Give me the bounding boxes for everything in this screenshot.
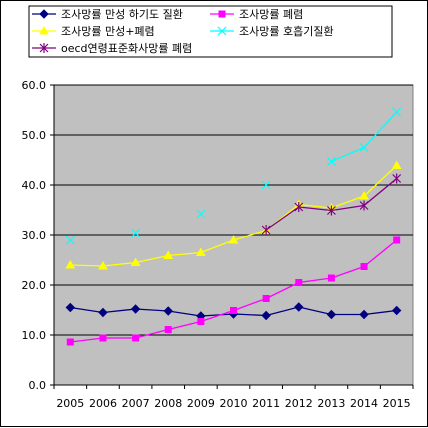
data-point-1-6 bbox=[262, 295, 270, 302]
y-tick-label: 20.0 bbox=[22, 279, 47, 292]
data-point-2-9 bbox=[359, 190, 369, 200]
series-4 bbox=[261, 173, 402, 235]
data-point-0-10 bbox=[391, 305, 402, 316]
data-point-0-7 bbox=[294, 302, 304, 312]
data-point-1-5 bbox=[230, 307, 237, 314]
data-point-2-5 bbox=[228, 234, 239, 244]
legend-label: 조사망률 호흡기질환 bbox=[239, 24, 334, 38]
y-tick-label: 40.0 bbox=[22, 179, 47, 192]
data-point-4-7 bbox=[294, 202, 304, 212]
legend-label: 조사망률 만성 하기도 질환 bbox=[61, 7, 183, 21]
data-point-1-9 bbox=[360, 263, 368, 270]
data-point-4-10 bbox=[392, 173, 402, 184]
legend-label: oecd연령표준화사망률 폐렴 bbox=[61, 42, 192, 55]
legend-item-1: 조사망률 폐렴 bbox=[210, 8, 303, 21]
data-point-0-0 bbox=[65, 302, 76, 313]
legend-item-4: oecd연령표준화사망률 폐렴 bbox=[32, 42, 192, 55]
data-point-2-1 bbox=[98, 260, 108, 270]
y-tick-label: 50.0 bbox=[22, 129, 47, 142]
legend-item-3: 조사망률 호흡기질환 bbox=[210, 24, 334, 38]
x-tick-label: 2006 bbox=[89, 397, 117, 410]
data-point-3-8 bbox=[326, 157, 336, 166]
x-tick-label: 2013 bbox=[317, 397, 345, 410]
series-layer bbox=[65, 107, 402, 346]
legend-item-2: 조사망률 만성+폐렴 bbox=[32, 25, 155, 38]
data-point-0-2 bbox=[130, 304, 141, 314]
data-point-0-8 bbox=[326, 309, 337, 320]
data-point-0-6 bbox=[261, 310, 271, 321]
data-point-1-8 bbox=[327, 274, 335, 282]
data-point-3-2 bbox=[131, 228, 141, 238]
x-tick-label: 2015 bbox=[383, 397, 411, 410]
x-tick-label: 2014 bbox=[350, 397, 378, 410]
legend-marker bbox=[39, 43, 49, 53]
data-point-2-4 bbox=[196, 247, 206, 256]
data-point-0-3 bbox=[163, 306, 173, 316]
y-tick-label: 60.0 bbox=[22, 79, 47, 92]
x-tick-label: 2011 bbox=[252, 397, 280, 410]
x-tick-label: 2005 bbox=[56, 397, 84, 410]
legend-marker bbox=[217, 26, 227, 36]
data-point-0-1 bbox=[98, 307, 108, 318]
data-point-4-8 bbox=[326, 205, 336, 216]
data-point-1-1 bbox=[99, 334, 107, 342]
data-point-1-7 bbox=[295, 279, 303, 286]
legend-marker bbox=[39, 9, 49, 19]
data-point-4-6 bbox=[261, 225, 271, 235]
data-point-4-9 bbox=[359, 200, 369, 211]
x-tick-label: 2009 bbox=[187, 397, 215, 410]
data-point-2-3 bbox=[163, 250, 174, 259]
x-tick-label: 2012 bbox=[285, 397, 313, 410]
series-3 bbox=[65, 107, 402, 245]
y-tick-label: 10.0 bbox=[22, 329, 47, 342]
data-point-1-4 bbox=[197, 318, 205, 325]
data-point-3-0 bbox=[65, 235, 75, 245]
legend-label: 조사망률 만성+폐렴 bbox=[61, 25, 155, 38]
data-point-1-0 bbox=[66, 338, 74, 346]
data-point-1-2 bbox=[132, 334, 140, 342]
data-point-2-10 bbox=[391, 160, 402, 169]
x-tick-label: 2008 bbox=[154, 397, 182, 410]
data-point-3-6 bbox=[261, 180, 271, 190]
data-point-3-9 bbox=[359, 143, 369, 152]
x-tick-label: 2010 bbox=[220, 397, 248, 410]
y-axis: 0.0 10.0 20.0 30.0 40.0 50.0 60.0 bbox=[22, 79, 55, 392]
data-point-2-2 bbox=[130, 257, 141, 266]
series-1 bbox=[66, 236, 401, 346]
x-axis: 2005 2006 2007 2008 2009 2010 2011 2012 2013 2014… bbox=[53, 384, 414, 410]
data-point-1-3 bbox=[164, 326, 172, 333]
legend-marker bbox=[39, 25, 49, 35]
legend-label: 조사망률 폐렴 bbox=[239, 8, 303, 21]
data-point-1-10 bbox=[393, 236, 401, 244]
legend-marker bbox=[218, 10, 226, 18]
x-tick-label: 2007 bbox=[122, 397, 150, 410]
y-tick-label: 0.0 bbox=[29, 379, 47, 392]
legend-item-0: 조사망률 만성 하기도 질환 bbox=[32, 7, 183, 21]
data-point-2-0 bbox=[65, 259, 76, 269]
data-point-3-10 bbox=[392, 107, 402, 117]
y-tick-label: 30.0 bbox=[22, 229, 47, 242]
data-point-0-9 bbox=[359, 309, 369, 320]
data-point-3-4 bbox=[196, 209, 206, 219]
